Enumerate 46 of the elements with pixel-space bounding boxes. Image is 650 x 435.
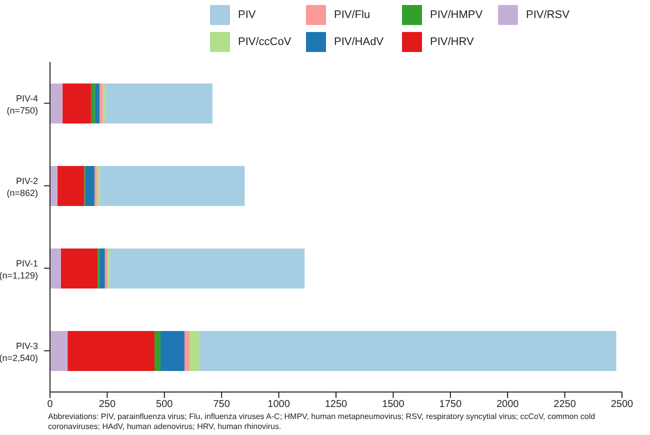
bar — [104, 248, 108, 288]
x-tick-label: 1250 — [324, 399, 348, 410]
bar — [50, 83, 63, 124]
bar — [100, 166, 245, 206]
bar — [190, 330, 200, 371]
x-tick-label: 1500 — [382, 399, 405, 410]
legend-label: PIV/HRV — [430, 36, 475, 48]
bar — [90, 83, 95, 124]
bar — [200, 330, 616, 371]
legend-label: PIV/RSV — [526, 9, 570, 21]
x-tick-label: 2250 — [554, 399, 576, 410]
legend-label: PIV/HMPV — [430, 9, 484, 21]
y-tick-label: PIV-3 (n=2,540) — [0, 340, 38, 363]
bar — [94, 83, 100, 124]
bar — [99, 248, 105, 288]
bar — [104, 83, 212, 124]
x-tick-label: 2500 — [610, 399, 634, 410]
x-tick-label: 1750 — [439, 399, 462, 410]
legend-label: PIV/Flu — [334, 9, 372, 21]
bar — [50, 248, 61, 288]
bar — [110, 248, 305, 288]
y-tick-label: PIV-2 (n=862) — [6, 176, 38, 198]
text: Abbreviations: PIV, parainfluenza virus; Flu, influenza viruses A-C; HMPV, human metapneumovirus; RSV, respiratory syncytial virus; ccCoV, common cold coronaviruses; HAdV, human adenovirus; HRV, human rhinovirus. — [48, 412, 596, 432]
x-tick-label: 0 — [47, 399, 54, 410]
bar — [50, 330, 68, 371]
y-tick-label: PIV-1 (n=1,129) — [0, 258, 38, 280]
bar — [68, 330, 155, 371]
bar — [160, 330, 185, 371]
legend-label: PIV/ccCoV — [238, 36, 292, 48]
bar — [50, 166, 58, 206]
bar — [62, 83, 91, 124]
x-tick-label: 1000 — [268, 399, 290, 410]
bar — [96, 166, 100, 206]
bar — [85, 166, 95, 206]
bar — [58, 166, 84, 206]
x-tick-label: 750 — [213, 399, 230, 410]
x-tick-label: 250 — [98, 399, 116, 410]
bar — [184, 330, 190, 371]
x-tick-label: 500 — [156, 399, 174, 410]
legend-label: PIV — [238, 9, 257, 21]
bar — [154, 330, 161, 371]
legend-label: PIV/HAdV — [334, 36, 385, 48]
y-tick-label: PIV-4 (n=750) — [6, 93, 38, 116]
bar — [60, 248, 98, 288]
x-tick-label: 2000 — [496, 399, 520, 410]
bar — [100, 83, 103, 124]
